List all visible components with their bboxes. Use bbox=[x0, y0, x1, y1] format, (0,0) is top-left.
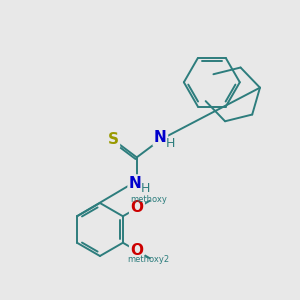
Text: O: O bbox=[130, 200, 143, 215]
Text: N: N bbox=[129, 176, 142, 191]
Text: H: H bbox=[140, 182, 150, 195]
Text: H: H bbox=[165, 137, 175, 150]
Text: O: O bbox=[130, 243, 143, 258]
Text: methoxy2: methoxy2 bbox=[127, 255, 169, 264]
Text: methoxy: methoxy bbox=[130, 195, 167, 204]
Text: N: N bbox=[154, 130, 167, 145]
Text: S: S bbox=[108, 132, 119, 147]
